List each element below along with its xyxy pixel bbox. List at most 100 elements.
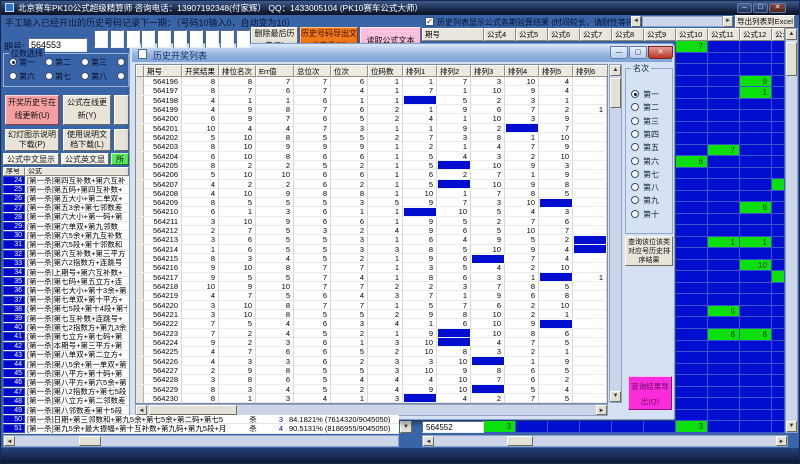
popup-col-header[interactable]: 排列3 [471,65,505,77]
formula-row[interactable]: 29 [第一杀]第六单双+第九邻数 [3,222,129,232]
popup-hscroll-right-icon[interactable]: ► [596,405,607,415]
popup-table-row[interactable]: 564201 10 4 4 7 3 1 1 9 2 7 [136,123,607,133]
minimize-button[interactable]: – [737,3,752,13]
history-number-box[interactable] [173,30,187,48]
digit-radio-第三[interactable] [81,58,89,66]
formula-row[interactable]: 26 [第一杀]第五大小+第二单双+ [3,194,129,204]
maximize-button[interactable]: □ [753,3,768,13]
rank-radio-第七[interactable] [631,169,639,178]
scroll-left-icon[interactable]: ◄ [631,16,641,27]
history-number-box[interactable] [204,30,219,48]
formula-row[interactable]: 45 [第一杀]第八平方+第十码+第 [3,369,129,379]
clipped-button-2[interactable] [114,129,129,151]
popup-close-button[interactable]: ✕ [648,46,673,59]
formula-row[interactable]: 43 [第一杀]第八单双+第二立方+ [3,350,129,360]
formula-row[interactable]: 31 [第一杀]第六5段+第十邻数和 [3,240,129,250]
popup-table-row[interactable]: 564218 10 9 10 7 7 2 2 3 7 8 5 [136,282,607,292]
popup-table-row[interactable]: 564200 6 9 7 6 5 2 4 1 10 3 9 [136,114,607,124]
popup-table-row[interactable]: 564214 1 6 5 5 3 3 8 5 10 9 4 [136,244,607,255]
popup-col-header[interactable]: 位码数 [368,65,403,77]
history-number-box[interactable] [236,30,251,48]
rank-radio-第五[interactable] [631,143,639,152]
export-excel-button[interactable]: 导出列表到Excel [735,15,795,28]
digit-radio-第九[interactable] [117,72,125,80]
right-hscroll-right-icon[interactable]: ► [776,436,787,446]
popup-table-row[interactable]: 564196 8 8 7 7 6 1 1 7 3 10 4 [136,77,607,87]
popup-table-row[interactable]: 564197 8 7 6 7 4 1 7 1 10 9 4 [136,86,607,96]
rank-radio-第二[interactable] [631,103,639,112]
rank-radio-第一[interactable] [631,90,639,98]
popup-col-header[interactable]: 排列5 [539,65,573,77]
rank-radio-第三[interactable] [631,116,639,125]
digit-radio-第八[interactable] [81,72,89,80]
slide-doc-button[interactable]: 幻灯图示说明下载(P) [5,129,59,151]
popup-header-stub[interactable] [136,65,144,77]
popup-table-row[interactable]: 564205 8 2 2 5 2 1 5 10 9 3 [136,160,607,171]
digit-radio-第一[interactable] [9,58,17,66]
right-hscrollbar[interactable]: ◄ ► [422,435,788,447]
history-number-box[interactable] [94,30,108,48]
formula-row[interactable]: 50 [第一杀]日期+第三邻数和+第九5余+第七5余+第二码+第七5 杀 3 84.18… [3,415,399,425]
en-display-button[interactable]: 公式英文显示 [61,153,109,165]
left-hscroll-left-icon[interactable]: ◄ [4,436,15,446]
vscroll-thumb[interactable] [786,42,797,76]
popup-minimize-button[interactable]: — [610,46,628,59]
formula-row[interactable]: 39 [第一杀]第七互补数+连跳号+ [3,314,129,324]
popup-table-row[interactable]: 564211 3 10 9 6 6 1 9 5 2 7 6 [136,216,607,227]
popup-col-header[interactable]: 排列4 [505,65,539,77]
popup-table-row[interactable]: 564219 4 7 5 6 4 3 7 1 9 6 8 [136,291,607,301]
popup-table-row[interactable]: 564222 7 5 4 6 3 4 1 6 10 9 [136,319,607,329]
manual-doc-button[interactable]: 使用说明文档下载(L) [63,129,111,151]
formula-row[interactable]: 28 [第一杀]第六大小+第一码+第 [3,212,129,222]
popup-table-row[interactable]: 564213 3 6 5 5 3 1 6 4 9 5 2 [136,235,607,245]
green-partial-button[interactable]: 所 [111,153,129,165]
history-number-box[interactable] [109,30,124,48]
popup-col-header[interactable]: Err值 [256,65,294,77]
popup-table-row[interactable]: 564226 4 3 3 6 2 3 3 10 1 9 [136,356,607,366]
formula-row[interactable]: 40 [第一杀]第七2指数方+第九3余 [3,323,129,333]
update-formula-button[interactable]: 公式在线更新(Y) [63,95,111,125]
popup-table-row[interactable]: 564221 3 10 8 5 5 2 9 8 10 2 1 [136,310,607,320]
rank-radio-第十[interactable] [631,209,639,218]
formula-row[interactable]: 34 [第一杀]上期号+第六互补数+ [3,268,129,278]
popup-table-row[interactable]: 564220 3 10 8 7 7 1 5 7 6 2 10 [136,300,607,310]
popup-table-row[interactable]: 564207 4 2 2 6 2 1 5 10 9 8 [136,179,607,189]
rank-radio-第六[interactable] [631,156,639,165]
popup-table-row[interactable]: 564217 9 5 5 7 4 1 8 6 3 1 1 [136,272,607,283]
popup-table-row[interactable]: 564212 2 7 5 3 2 4 9 6 5 10 7 [136,226,607,236]
popup-table-row[interactable]: 564215 8 3 4 5 2 1 9 6 7 4 [136,254,607,264]
top-scroll-track[interactable] [642,16,723,27]
scroll-right-icon[interactable]: ► [723,16,733,27]
popup-table-row[interactable]: 564225 4 7 6 6 5 2 10 8 3 2 1 [136,347,607,357]
popup-col-header[interactable]: 期号 [144,65,182,77]
formula-row[interactable]: 25 [第一杀]第五码+第四互补数+ [3,185,129,195]
vscroll-up-icon[interactable]: ▲ [786,29,797,40]
left-hscrollbar[interactable]: ◄ [3,435,399,447]
query-rank-button[interactable]: 查询该位该类对应号历史排序结果 [625,236,673,266]
show-results-checkbox[interactable]: ✓ [425,17,434,26]
popup-table-row[interactable]: 564204 6 10 8 6 6 1 5 4 3 2 10 [136,151,607,161]
formula-row[interactable]: 42 [第一杀]本期号+第三平方+第 [3,341,129,351]
rank-radio-第九[interactable] [631,196,639,205]
popup-table-row[interactable]: 564203 8 10 9 9 9 1 2 1 4 7 9 [136,142,607,152]
popup-col-header[interactable]: 排列6 [573,65,607,77]
formula-row[interactable]: 44 [第一杀]第八5余+第一单双+第 [3,360,129,370]
vscroll-down-icon[interactable]: ▼ [786,421,797,432]
history-number-box[interactable] [141,30,156,48]
popup-col-header[interactable]: 开奖结果 [182,65,219,77]
close-button[interactable]: ✕ [769,3,786,13]
popup-hscroll-left-icon[interactable]: ◄ [136,405,147,415]
history-number-box[interactable] [220,30,235,48]
main-vscrollbar[interactable]: ▲ ▼ [785,28,798,433]
update-history-button[interactable]: 开奖历史号在线更新(U) [5,95,59,125]
formula-row[interactable]: 33 [第一杀]第六2指数方+连跳号 [3,258,129,268]
right-hscroll-left-icon[interactable]: ◄ [423,436,434,446]
dropdown-arrow-icon[interactable]: ▼ [400,421,412,433]
popup-table-row[interactable]: 564210 6 1 3 6 1 1 10 5 4 3 [136,207,607,217]
popup-vscrollbar[interactable]: ▲ ▼ [609,64,622,403]
popup-table-row[interactable]: 564229 8 3 4 5 2 4 9 10 5 4 [136,384,607,394]
popup-table-row[interactable]: 564206 5 10 10 6 6 1 6 2 7 1 9 [136,170,607,180]
digit-radio-第七[interactable] [45,72,53,80]
popup-col-header[interactable]: 排列2 [437,65,471,77]
popup-hscrollbar[interactable]: ◄ ► [135,404,608,416]
